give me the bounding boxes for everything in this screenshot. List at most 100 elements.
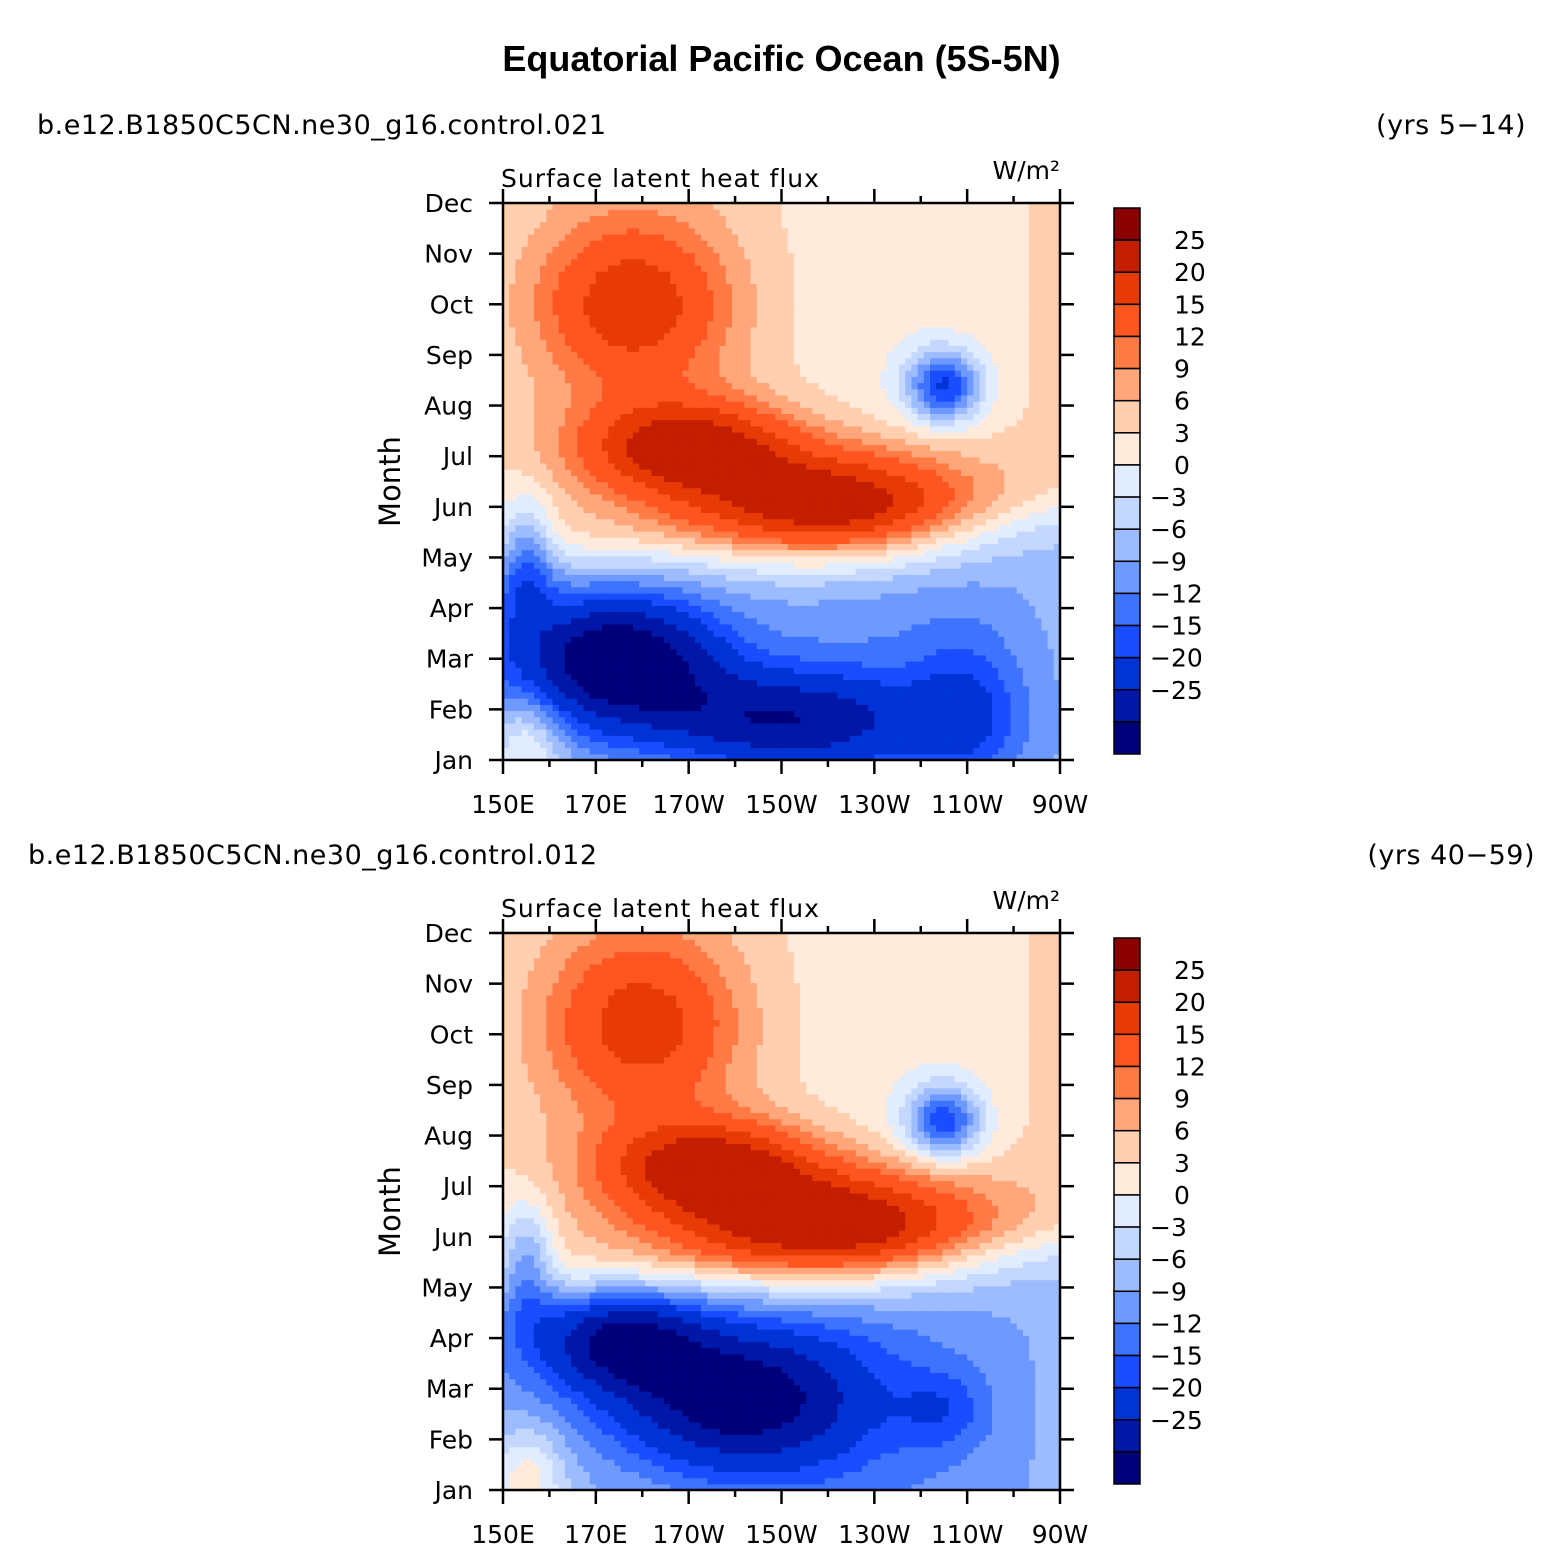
heatmap-cell xyxy=(663,425,671,433)
heatmap-cell xyxy=(663,215,671,223)
heatmap-cell xyxy=(756,413,764,421)
heatmap-cell xyxy=(521,277,529,285)
heatmap-cell xyxy=(769,679,776,687)
heatmap-cell xyxy=(564,691,572,699)
heatmap-cell xyxy=(756,332,764,340)
heatmap-cell xyxy=(651,469,659,476)
heatmap-cell xyxy=(837,537,844,544)
heatmap-cell xyxy=(824,574,832,582)
heatmap-cell xyxy=(787,753,795,761)
heatmap-cell xyxy=(626,370,634,377)
heatmap-cell xyxy=(731,283,739,291)
heatmap-cell xyxy=(806,667,814,674)
heatmap-cell xyxy=(725,506,733,514)
heatmap-cell xyxy=(614,493,622,501)
heatmap-cell xyxy=(775,555,783,563)
heatmap-cell xyxy=(738,475,745,483)
heatmap-cell xyxy=(781,667,789,674)
heatmap-cell xyxy=(608,339,615,346)
heatmap-cell xyxy=(670,698,677,705)
heatmap-cell xyxy=(651,376,659,384)
heatmap-cell xyxy=(614,747,622,755)
heatmap-cell xyxy=(614,258,622,266)
heatmap-cell xyxy=(663,332,671,340)
heatmap-cell xyxy=(781,741,789,749)
heatmap-cell xyxy=(564,679,572,687)
heatmap-cell xyxy=(787,221,795,229)
heatmap-cell xyxy=(571,537,578,544)
heatmap-cell xyxy=(503,574,510,582)
heatmap-cell xyxy=(818,710,826,718)
heatmap-cell xyxy=(503,370,510,377)
heatmap-cell xyxy=(571,636,578,644)
heatmap-cell xyxy=(682,524,690,532)
heatmap-cell xyxy=(670,691,677,699)
heatmap-cell xyxy=(682,407,690,415)
heatmap-cell xyxy=(812,531,820,538)
heatmap-cell xyxy=(564,729,572,736)
heatmap-cell xyxy=(756,475,764,483)
heatmap-cell xyxy=(521,592,529,600)
heatmap-cell xyxy=(676,543,684,551)
heatmap-cell xyxy=(540,586,547,594)
heatmap-cell xyxy=(602,716,609,724)
heatmap-cell xyxy=(800,611,807,619)
heatmap-cell xyxy=(595,203,603,210)
heatmap-cell xyxy=(682,592,690,600)
heatmap-cell xyxy=(657,246,665,254)
heatmap-cell xyxy=(762,561,770,569)
heatmap-cell xyxy=(552,246,560,254)
heatmap-cell xyxy=(781,611,789,619)
heatmap-cell xyxy=(577,673,585,681)
heatmap-cell xyxy=(762,376,770,384)
heatmap-cell xyxy=(620,209,628,216)
heatmap-cell xyxy=(800,549,807,557)
heatmap-cell xyxy=(527,376,535,384)
heatmap-cell xyxy=(639,741,646,749)
heatmap-cell xyxy=(620,289,628,297)
heatmap-cell xyxy=(775,605,783,613)
heatmap-cell xyxy=(682,431,690,439)
heatmap-cell xyxy=(793,716,801,724)
heatmap-cell xyxy=(521,419,529,427)
heatmap-cell xyxy=(546,246,554,254)
heatmap-cell xyxy=(731,332,739,340)
heatmap-cell xyxy=(824,586,832,594)
heatmap-cell xyxy=(725,729,733,736)
heatmap-cell xyxy=(558,425,566,433)
heatmap-cell xyxy=(800,401,807,408)
heatmap-cell xyxy=(818,586,826,594)
heatmap-cell xyxy=(503,648,510,656)
heatmap-cell xyxy=(527,209,535,216)
heatmap-cell xyxy=(818,258,826,266)
heatmap-cell xyxy=(676,549,684,557)
heatmap-cell xyxy=(540,450,547,458)
heatmap-cell xyxy=(793,586,801,594)
heatmap-cell xyxy=(762,537,770,544)
heatmap-cell xyxy=(533,648,541,656)
heatmap-cell xyxy=(509,481,516,489)
heatmap-cell xyxy=(645,506,653,514)
heatmap-cell xyxy=(503,258,510,266)
heatmap-cell xyxy=(719,660,727,668)
heatmap-cell xyxy=(583,314,591,322)
heatmap-cell xyxy=(769,363,776,371)
heatmap-cell xyxy=(503,233,510,241)
heatmap-cell xyxy=(787,605,795,613)
heatmap-cell xyxy=(756,444,764,452)
heatmap-cell xyxy=(670,419,677,427)
heatmap-cell xyxy=(769,630,776,637)
heatmap-cell xyxy=(688,599,696,606)
heatmap-cell xyxy=(719,388,727,396)
heatmap-cell xyxy=(731,246,739,254)
heatmap-cell xyxy=(781,246,789,254)
heatmap-cell xyxy=(632,531,640,538)
heatmap-cell xyxy=(824,518,832,526)
heatmap-cell xyxy=(503,314,510,322)
heatmap-cell xyxy=(503,326,510,334)
heatmap-cell xyxy=(558,691,566,699)
heatmap-cell xyxy=(787,568,795,575)
heatmap-cell xyxy=(620,370,628,377)
heatmap-cell xyxy=(800,431,807,439)
heatmap-cell xyxy=(682,475,690,483)
